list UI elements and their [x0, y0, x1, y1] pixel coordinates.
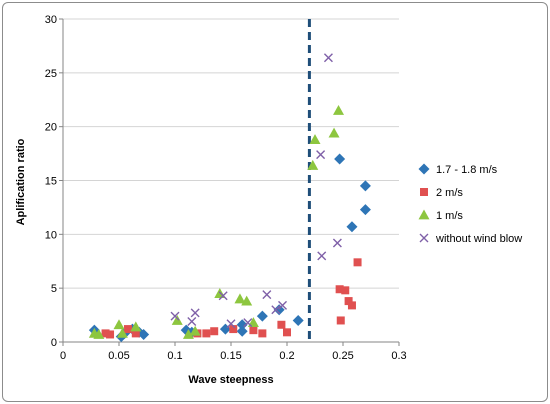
point-s1-1	[106, 330, 115, 339]
point-s2-4	[130, 321, 142, 332]
point-s2-2	[113, 319, 125, 330]
legend-marker-1	[420, 188, 428, 196]
point-s2-6	[182, 328, 194, 339]
point-s1-3	[131, 329, 140, 338]
point-s1-13	[336, 316, 345, 325]
point-s0-15	[346, 221, 358, 233]
point-s1-14	[341, 286, 350, 295]
point-s3-0	[170, 311, 180, 321]
x-tick-label-5: 0.25	[332, 350, 353, 362]
gridlines	[63, 18, 399, 289]
legend-marker-3	[419, 233, 429, 243]
point-s3-5	[243, 318, 253, 328]
point-s3-2	[190, 308, 200, 318]
legend-label-3: without wind blow	[435, 233, 522, 245]
point-s1-12	[335, 285, 344, 294]
point-s0-17	[359, 204, 371, 216]
point-s0-9	[236, 325, 248, 337]
x-tick-label-3: 0.15	[220, 350, 241, 362]
legend-marker-2	[418, 209, 430, 220]
point-s2-12	[307, 159, 319, 170]
point-s3-3	[218, 291, 228, 301]
x-tick-label-6: 0.3	[391, 350, 406, 362]
y-tick-label-6: 30	[45, 14, 57, 26]
point-s1-5	[202, 329, 211, 338]
point-s2-7	[189, 325, 201, 336]
point-s0-13	[292, 314, 304, 326]
x-axis-title: Wave steepness	[188, 374, 273, 386]
point-s1-2	[123, 325, 132, 334]
point-s2-3	[116, 327, 128, 338]
axes	[59, 18, 400, 346]
point-s2-9	[234, 293, 246, 304]
point-s3-10	[317, 251, 327, 261]
point-s0-14	[334, 153, 346, 165]
legend-marker-0	[418, 163, 430, 175]
y-tick-label-4: 20	[45, 122, 57, 134]
data-points	[88, 53, 371, 343]
point-s3-8	[278, 300, 288, 310]
point-s1-10	[277, 320, 286, 329]
point-s1-15	[344, 297, 353, 306]
x-tick-label-4: 0.2	[279, 350, 294, 362]
point-s0-16	[359, 180, 371, 192]
y-tick-label-5: 25	[45, 68, 57, 80]
point-s2-10	[241, 295, 253, 306]
point-s1-9	[258, 329, 267, 338]
point-s1-8	[249, 326, 258, 335]
point-s3-7	[271, 305, 281, 315]
point-s1-7	[229, 325, 238, 334]
point-s1-11	[283, 328, 291, 337]
tick-labels: 0 5 10 15 20 25 30 0 0.05 0.1 0.15 0.2 0.25 0.3	[45, 14, 407, 362]
point-s0-11	[256, 310, 268, 322]
y-tick-label-0: 0	[51, 337, 57, 349]
point-s1-6	[210, 327, 219, 336]
point-s2-13	[309, 134, 321, 144]
point-s2-15	[333, 105, 345, 115]
legend-label-2: 1 m/s	[436, 210, 463, 222]
legend-label-1: 2 m/s	[436, 187, 463, 199]
x-tick-label-1: 0.05	[108, 350, 129, 362]
legend-label-0: 1.7 - 1.8 m/s	[436, 164, 498, 176]
point-s2-11	[247, 317, 259, 328]
point-s1-16	[347, 301, 356, 310]
y-tick-label-2: 10	[45, 229, 57, 241]
legend: 1.7 - 1.8 m/s 2 m/s 1 m/s without wind blow	[418, 163, 522, 245]
y-tick-label-3: 15	[45, 176, 57, 188]
point-s3-12	[332, 238, 342, 248]
point-s3-11	[323, 53, 333, 63]
point-s1-17	[353, 258, 362, 267]
y-axis-title: Aplification ratio	[15, 138, 27, 225]
point-s2-5	[171, 314, 183, 325]
point-s3-9	[316, 150, 326, 160]
x-tick-label-0: 0	[60, 350, 66, 362]
point-s3-1	[187, 317, 197, 327]
point-s2-14	[328, 127, 340, 138]
x-tick-label-2: 0.1	[167, 350, 182, 362]
point-s2-1	[93, 328, 105, 339]
point-s3-6	[262, 290, 272, 300]
point-s1-0	[101, 329, 110, 338]
point-s3-4	[226, 319, 236, 329]
point-s0-10	[236, 319, 248, 331]
point-s0-5	[138, 328, 150, 340]
y-tick-label-1: 5	[51, 283, 57, 295]
